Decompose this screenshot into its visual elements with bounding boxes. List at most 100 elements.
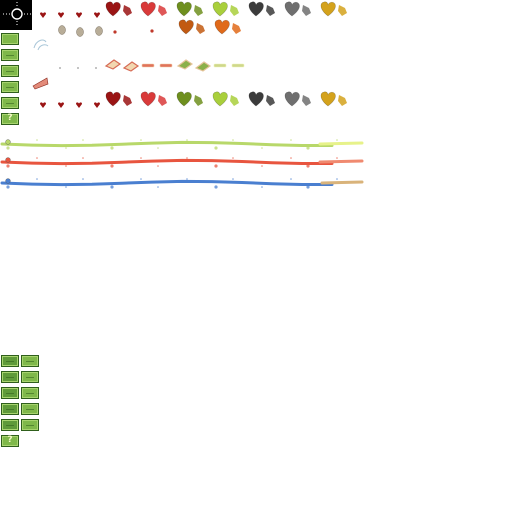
trail-green-head	[5, 139, 11, 145]
trail-red-spark-6	[157, 165, 159, 167]
heart-burnt-orange-shard	[196, 23, 205, 34]
trail-blue-spark-13	[336, 178, 338, 180]
green-tile	[1, 355, 19, 367]
dot-0	[59, 67, 61, 69]
dot-1	[77, 67, 79, 69]
heart-charcoal-r1	[248, 91, 264, 107]
trail-green-spark-5	[140, 139, 142, 141]
trail-green	[0, 140, 334, 148]
trail-blue-tail	[320, 180, 364, 185]
trail-red-spark-8	[214, 164, 218, 168]
bar-slice-3	[231, 63, 245, 68]
question-glyph: ?	[7, 113, 13, 123]
heart-gray-r0-shard	[302, 5, 311, 16]
bar-slice-2	[213, 63, 227, 68]
trail-blue-spark-0	[6, 185, 10, 189]
heart-orange-shard	[232, 23, 241, 34]
trail-blue-spark-4	[110, 185, 114, 189]
trail-red-spark-9	[232, 157, 234, 159]
heart-dark-red-r1-shard	[123, 95, 132, 106]
heart-burnt-orange	[178, 19, 194, 35]
green-tile	[1, 33, 19, 45]
trail-red-spark-13	[336, 157, 338, 159]
heart-lime-r0	[212, 1, 228, 17]
trail-green-spark-9	[232, 139, 234, 141]
trail-blue-spark-11	[290, 178, 292, 180]
heart-orange	[214, 19, 230, 35]
trail-green-spark-3	[82, 139, 84, 141]
heart-gold-r1	[320, 91, 336, 107]
cake-slice-1	[122, 61, 140, 72]
small-heart-r1-2	[76, 102, 82, 108]
green-tile	[1, 97, 19, 109]
heart-olive-r0	[176, 1, 192, 17]
heart-red-r0-shard	[158, 5, 167, 16]
trail-red-spark-3	[82, 157, 84, 159]
heart-red-r0	[140, 1, 156, 17]
tiny-red-dot-0	[113, 30, 117, 34]
small-heart-r0-3	[94, 12, 100, 18]
green-tile	[21, 371, 39, 383]
trail-red-spark-1	[36, 157, 38, 159]
heart-dark-red-r0-shard	[123, 5, 132, 16]
trail-red-spark-10	[261, 165, 263, 167]
trail-red-spark-2	[65, 165, 67, 167]
heart-red-r1	[140, 91, 156, 107]
trail-red-head	[5, 157, 11, 163]
trail-red-spark-7	[186, 157, 188, 159]
green-tile	[21, 403, 39, 415]
heart-lime-r1-shard	[230, 95, 239, 106]
trail-blue-spark-12	[306, 185, 310, 189]
trail-blue	[0, 179, 334, 187]
heart-charcoal-r0-shard	[266, 5, 275, 16]
trail-blue-spark-7	[186, 178, 188, 180]
trail-green-spark-1	[36, 139, 38, 141]
trail-blue-spark-10	[261, 186, 263, 188]
trail-green-spark-4	[110, 146, 114, 150]
trail-red	[0, 158, 334, 166]
trail-green-spark-0	[6, 146, 10, 150]
trail-blue-spark-2	[65, 186, 67, 188]
green-tile	[1, 403, 19, 415]
trail-blue-spark-3	[82, 178, 84, 180]
heart-lime-r1	[212, 91, 228, 107]
trail-green-tail	[318, 141, 364, 146]
small-heart-r1-0	[40, 102, 46, 108]
trail-green-spark-11	[290, 139, 292, 141]
heart-red-r1-shard	[158, 95, 167, 106]
heart-charcoal-r1-shard	[266, 95, 275, 106]
pebble-0	[58, 25, 66, 35]
heart-charcoal-r0	[248, 1, 264, 17]
green-tile	[1, 387, 19, 399]
green-tile	[1, 81, 19, 93]
heart-olive-r1-shard	[194, 95, 203, 106]
trail-green-spark-10	[261, 147, 263, 149]
trail-blue-spark-5	[140, 178, 142, 180]
trail-blue-spark-1	[36, 178, 38, 180]
trail-blue-spark-8	[214, 185, 218, 189]
trail-red-spark-4	[110, 164, 114, 168]
glass-shard	[33, 39, 49, 51]
heart-gold-r1-shard	[338, 95, 347, 106]
bar-slice-1	[159, 63, 173, 68]
small-heart-r1-3	[94, 102, 100, 108]
heart-gold-r0-shard	[338, 5, 347, 16]
small-heart-r0-1	[58, 12, 64, 18]
heart-olive-r0-shard	[194, 5, 203, 16]
question-tile: ?	[1, 435, 19, 447]
dot-2	[95, 67, 97, 69]
heart-dark-red-r1	[105, 91, 121, 107]
cake-slice-3	[194, 61, 212, 72]
green-tile	[21, 387, 39, 399]
trail-red-spark-0	[6, 164, 10, 168]
crosshair-icon	[3, 2, 31, 27]
pebble-2	[95, 26, 103, 36]
green-tile	[21, 355, 39, 367]
green-tile	[1, 49, 19, 61]
trail-red-spark-11	[290, 157, 292, 159]
trail-blue-head	[5, 178, 11, 184]
green-tile	[1, 65, 19, 77]
trail-red-spark-5	[140, 157, 142, 159]
trail-red-spark-12	[306, 164, 310, 168]
trail-blue-spark-9	[232, 178, 234, 180]
